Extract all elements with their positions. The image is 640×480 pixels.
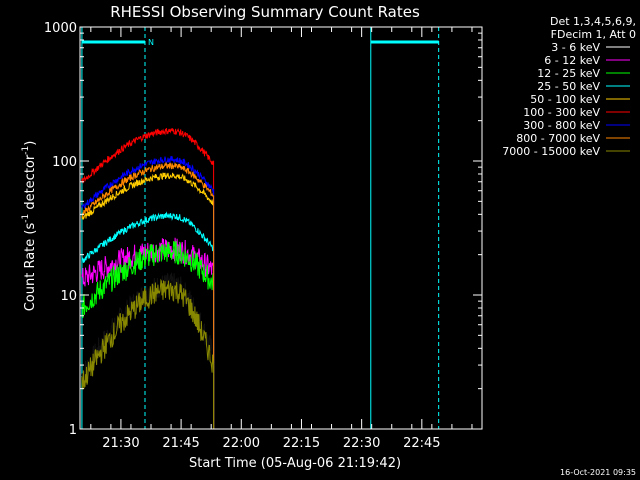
y-axis-label-sup: -1 xyxy=(21,214,31,223)
y-axis-label-part: ) xyxy=(23,141,38,146)
series-line xyxy=(81,127,215,429)
x-tick-label: 21:45 xyxy=(162,436,199,451)
y-tick-label: 1000 xyxy=(44,21,77,36)
y-tick-label: 1 xyxy=(69,423,77,438)
plot-area: N xyxy=(81,27,440,429)
x-tick-label: 22:45 xyxy=(403,436,440,451)
y-tick-label: 100 xyxy=(52,155,77,170)
series-line xyxy=(81,161,215,429)
legend-entry-label: 50 - 100 keV xyxy=(530,93,600,106)
timestamp: 16-Oct-2021 09:35 xyxy=(560,468,636,477)
flag-label: N xyxy=(148,38,154,47)
x-tick-label: 21:30 xyxy=(102,436,139,451)
y-axis-label: Count Rate (s-1 detector-1) xyxy=(21,141,38,312)
legend-entry-label: 25 - 50 keV xyxy=(537,80,600,93)
legend-entry-label: 300 - 800 keV xyxy=(523,119,600,132)
y-axis-label-part: detector xyxy=(23,154,38,214)
y-axis-label-sup: -1 xyxy=(21,146,31,155)
x-tick-label: 22:30 xyxy=(343,436,380,451)
legend-header: Det 1,3,4,5,6,9, xyxy=(550,15,636,28)
legend-entry-label: 3 - 6 keV xyxy=(551,41,600,54)
series-line xyxy=(81,211,215,429)
chart-title: RHESSI Observing Summary Count Rates xyxy=(110,3,420,21)
legend-entry-label: 100 - 300 keV xyxy=(523,106,600,119)
y-tick-label: 10 xyxy=(60,289,77,304)
legend-entry-label: 12 - 25 keV xyxy=(537,67,600,80)
x-axis-label: Start Time (05-Aug-06 21:19:42) xyxy=(189,456,401,471)
legend-entry-label: 7000 - 15000 keV xyxy=(502,145,600,158)
y-axis-label-part: Count Rate (s xyxy=(23,223,38,312)
series-line xyxy=(81,155,215,429)
series-line xyxy=(81,240,215,429)
x-tick-label: 22:00 xyxy=(223,436,260,451)
x-tick-label: 22:15 xyxy=(283,436,320,451)
plot-frame xyxy=(79,26,483,430)
legend-header: FDecim 1, Att 0 xyxy=(551,28,636,41)
series-line xyxy=(81,172,215,429)
legend-entry-label: 6 - 12 keV xyxy=(544,54,600,67)
axes: 1 10 100 1000 21:30 21:45 22:00 22:15 22:30 22:45 xyxy=(44,21,483,451)
legend-entry-label: 800 - 7000 keV xyxy=(516,132,600,145)
series-line xyxy=(81,278,215,429)
legend: Det 1,3,4,5,6,9,FDecim 1, Att 03 - 6 keV… xyxy=(502,15,636,158)
